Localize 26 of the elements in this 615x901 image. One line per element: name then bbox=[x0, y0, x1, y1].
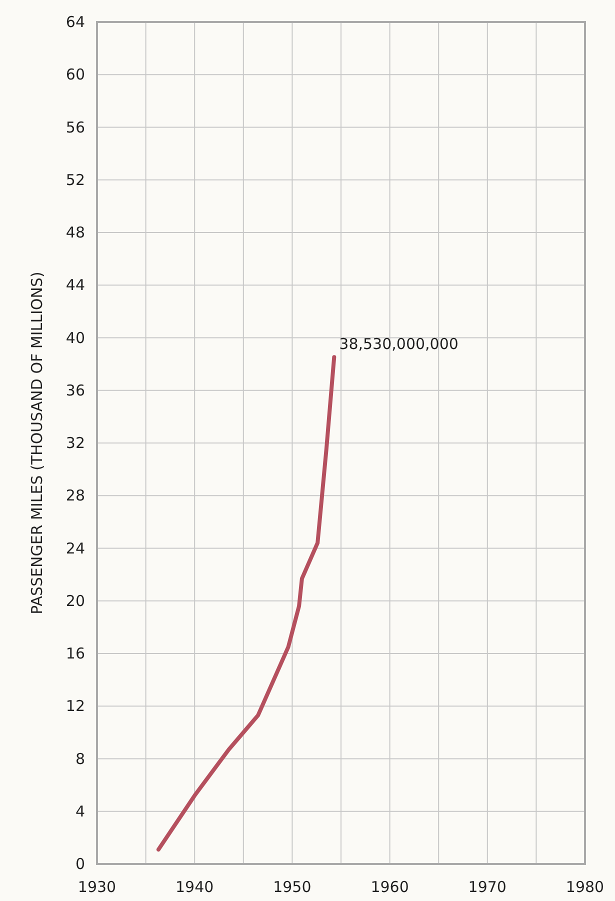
y-axis-title: PASSENGER MILES (THOUSAND OF MILLIONS) bbox=[28, 272, 46, 614]
line-series bbox=[156, 355, 336, 852]
y-tick-label: 28 bbox=[66, 486, 85, 505]
y-tick-label: 36 bbox=[66, 381, 85, 400]
y-tick-label: 32 bbox=[66, 434, 85, 452]
y-tick-label: 48 bbox=[66, 224, 85, 242]
y-tick-label: 40 bbox=[66, 328, 85, 347]
y-tick-label: 64 bbox=[66, 13, 85, 31]
x-tick-label: 1960 bbox=[370, 878, 409, 896]
y-tick-label: 12 bbox=[66, 697, 85, 716]
y-tick-label: 52 bbox=[66, 170, 85, 189]
y-tick-label: 8 bbox=[75, 750, 85, 768]
y-tick-label: 20 bbox=[66, 592, 85, 610]
x-tick-label: 1970 bbox=[468, 878, 506, 896]
y-tick-label: 56 bbox=[66, 118, 85, 136]
y-tick-label: 0 bbox=[75, 855, 85, 873]
x-tick-label: 1980 bbox=[566, 878, 604, 896]
x-tick-label: 1930 bbox=[78, 878, 116, 896]
y-tick-label: 16 bbox=[66, 644, 85, 662]
y-tick-label: 44 bbox=[66, 276, 85, 294]
annotation: 38,530,000,000 bbox=[339, 335, 458, 354]
y-tick-label: 24 bbox=[66, 539, 85, 558]
y-tick-label: 60 bbox=[66, 66, 85, 84]
x-tick-label: 1950 bbox=[273, 878, 312, 896]
x-tick-label: 1940 bbox=[176, 878, 214, 896]
y-tick-label: 4 bbox=[75, 802, 85, 820]
